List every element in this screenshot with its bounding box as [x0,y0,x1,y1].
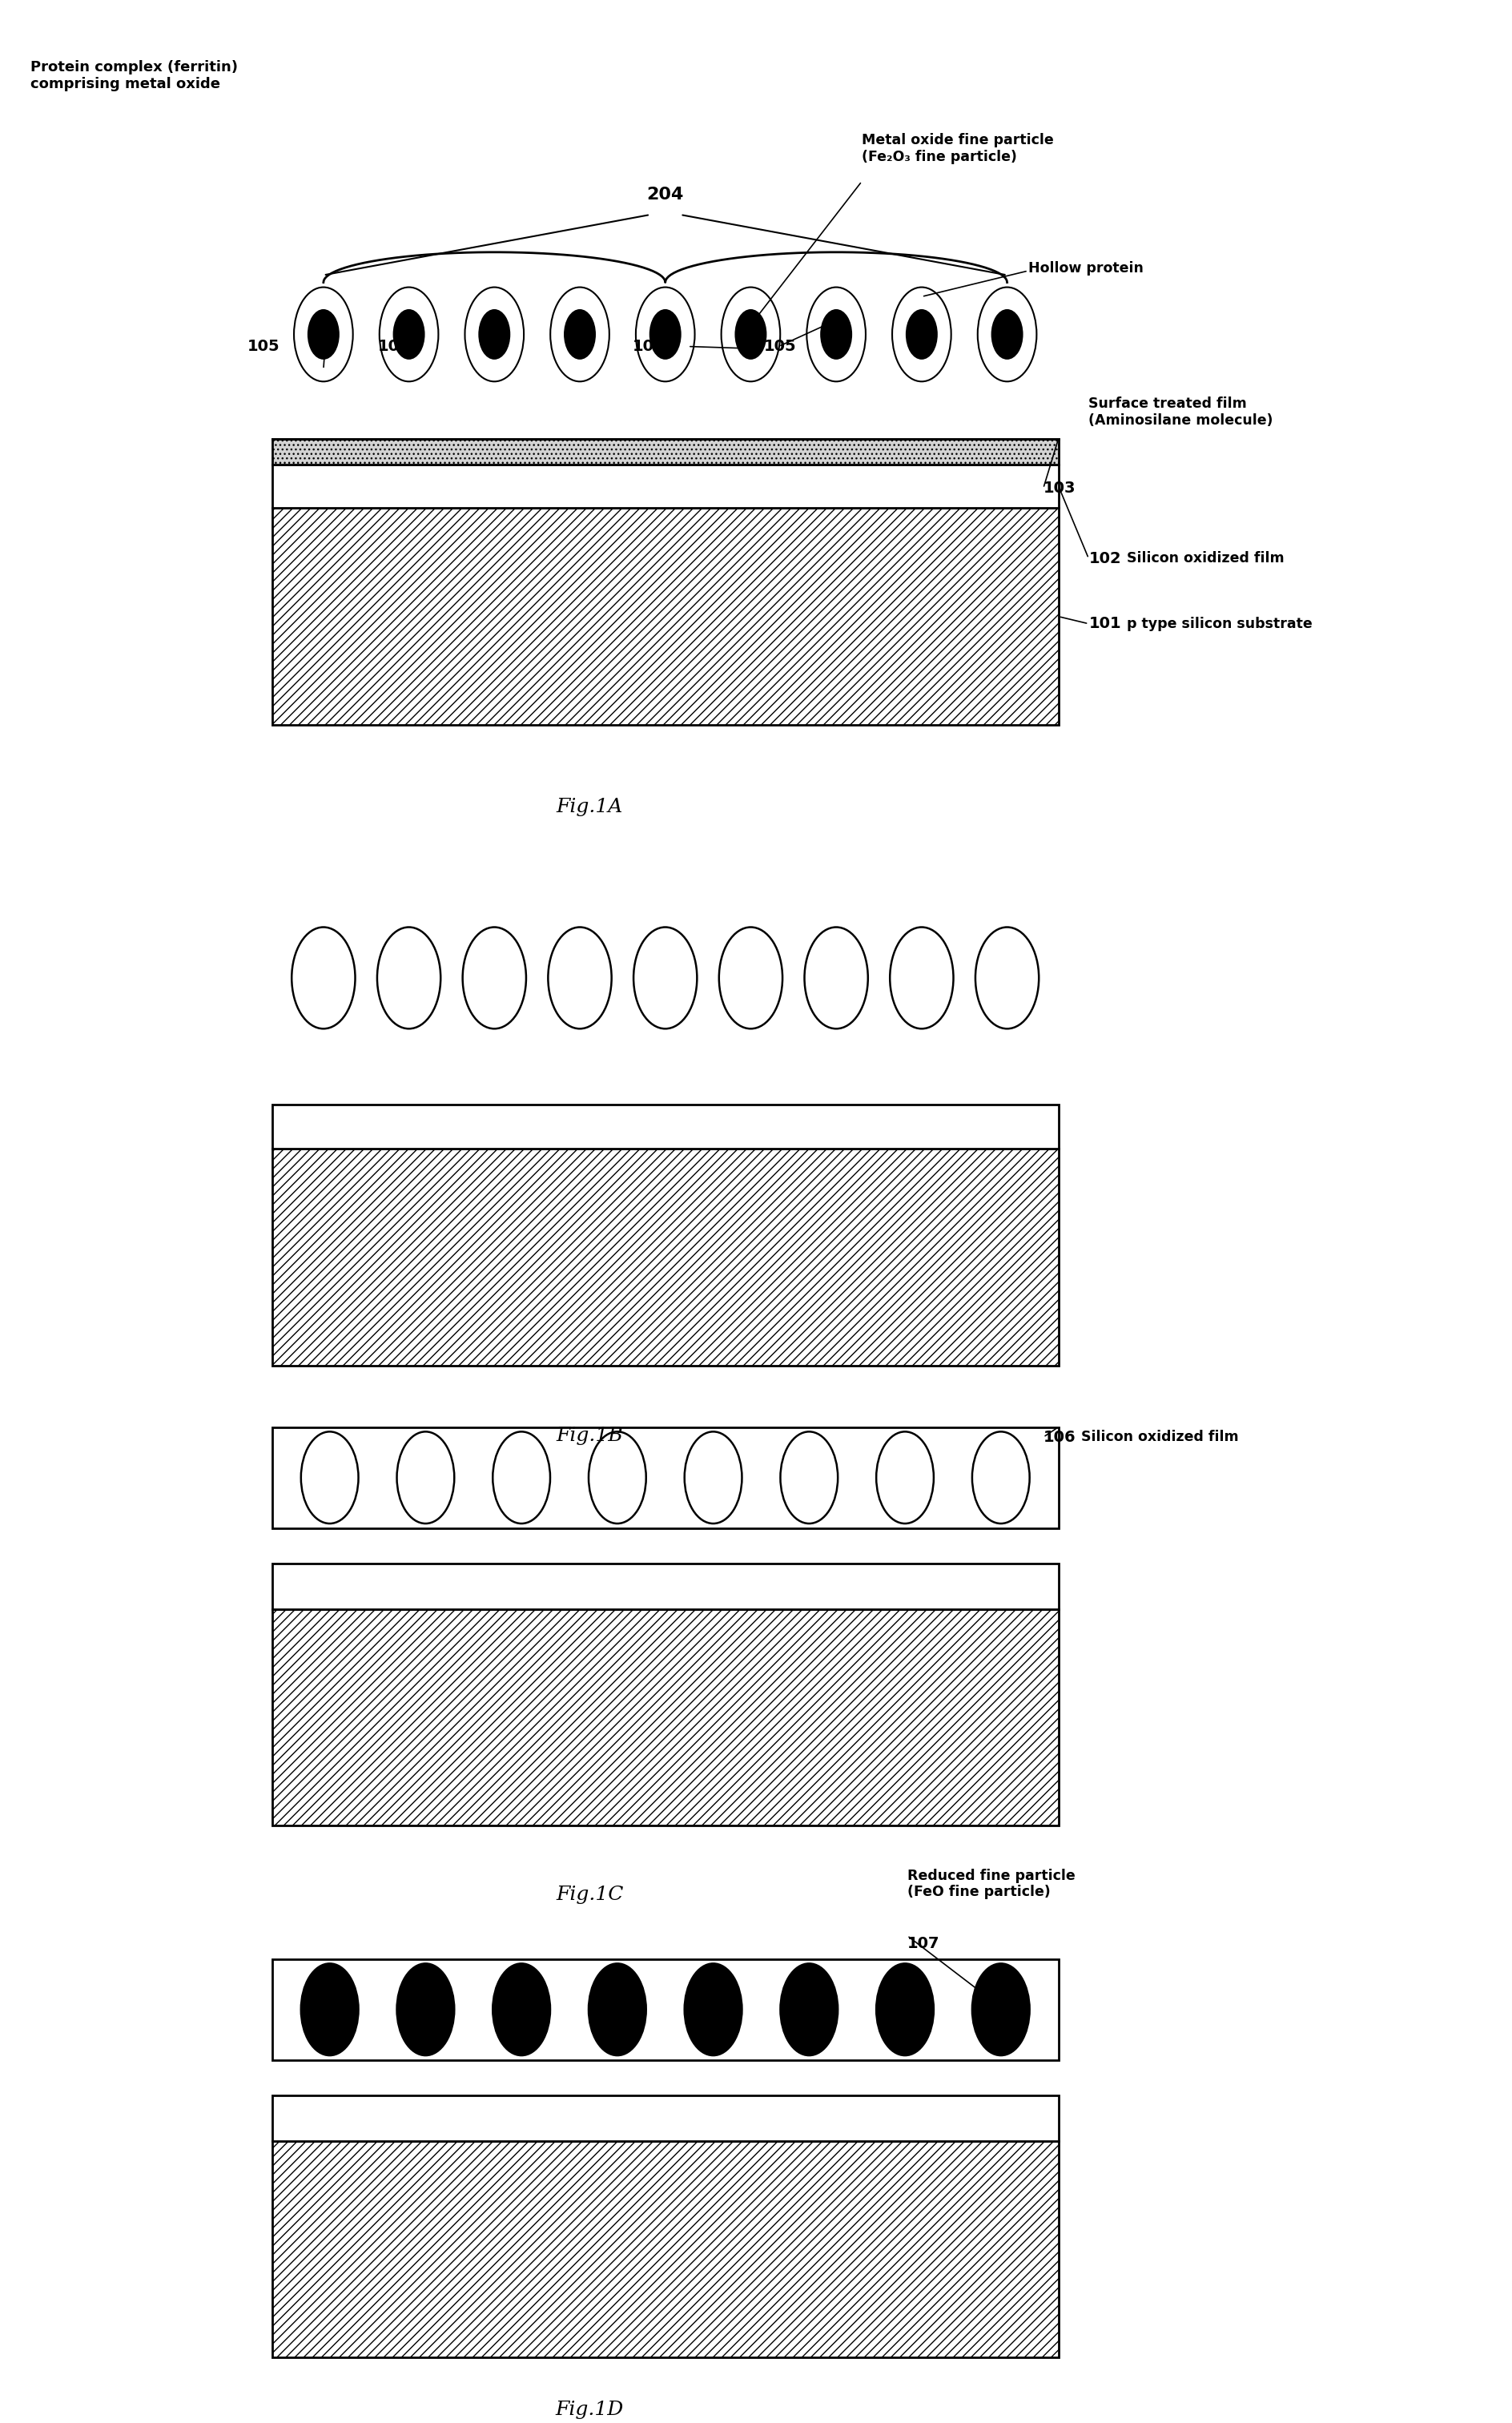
Text: Silicon oxidized film: Silicon oxidized film [1081,1430,1238,1444]
Text: Reduced fine particle
(FeO fine particle): Reduced fine particle (FeO fine particle… [907,1868,1075,1900]
Circle shape [588,1963,646,2055]
Circle shape [308,310,339,359]
Text: 107: 107 [907,1936,939,1951]
Circle shape [735,310,767,359]
FancyBboxPatch shape [272,1563,1058,1609]
Text: 106: 106 [1043,1430,1077,1444]
Circle shape [821,310,851,359]
Circle shape [650,310,680,359]
Circle shape [780,1963,838,2055]
Circle shape [493,1963,550,2055]
Text: Fig.1D: Fig.1D [555,2401,624,2418]
FancyBboxPatch shape [272,1609,1058,1825]
Text: 104: 104 [378,339,411,354]
Text: 104: 104 [632,339,665,354]
Circle shape [479,310,510,359]
FancyBboxPatch shape [272,1427,1058,1529]
Text: 103: 103 [1043,480,1075,497]
Circle shape [396,1963,454,2055]
Circle shape [685,1963,742,2055]
Circle shape [393,310,425,359]
FancyBboxPatch shape [272,439,1058,465]
FancyBboxPatch shape [272,465,1058,509]
Text: Metal oxide fine particle
(Fe₂O₃ fine particle): Metal oxide fine particle (Fe₂O₃ fine pa… [862,133,1054,165]
FancyBboxPatch shape [272,1958,1058,2060]
Text: p type silicon substrate: p type silicon substrate [1126,615,1312,630]
Text: 204: 204 [647,187,683,204]
Circle shape [992,310,1022,359]
Text: Fig.1C: Fig.1C [556,1885,623,1904]
Text: Hollow protein: Hollow protein [1028,262,1143,276]
FancyBboxPatch shape [272,2142,1058,2358]
Text: 102: 102 [1089,550,1122,567]
FancyBboxPatch shape [272,1105,1058,1149]
FancyBboxPatch shape [272,2096,1058,2142]
Circle shape [564,310,596,359]
Text: 105: 105 [764,339,797,354]
Text: Surface treated film
(Aminosilane molecule): Surface treated film (Aminosilane molecu… [1089,397,1273,426]
Circle shape [972,1963,1030,2055]
Circle shape [877,1963,934,2055]
FancyBboxPatch shape [272,509,1058,724]
Text: 105: 105 [246,339,280,354]
Circle shape [301,1963,358,2055]
Circle shape [906,310,937,359]
FancyBboxPatch shape [272,1149,1058,1367]
Text: Fig.1B: Fig.1B [556,1427,623,1444]
Text: Protein complex (ferritin)
comprising metal oxide: Protein complex (ferritin) comprising me… [30,61,237,92]
Text: Silicon oxidized film: Silicon oxidized film [1126,552,1284,565]
Text: 101: 101 [1089,615,1122,632]
Text: Fig.1A: Fig.1A [556,797,623,817]
